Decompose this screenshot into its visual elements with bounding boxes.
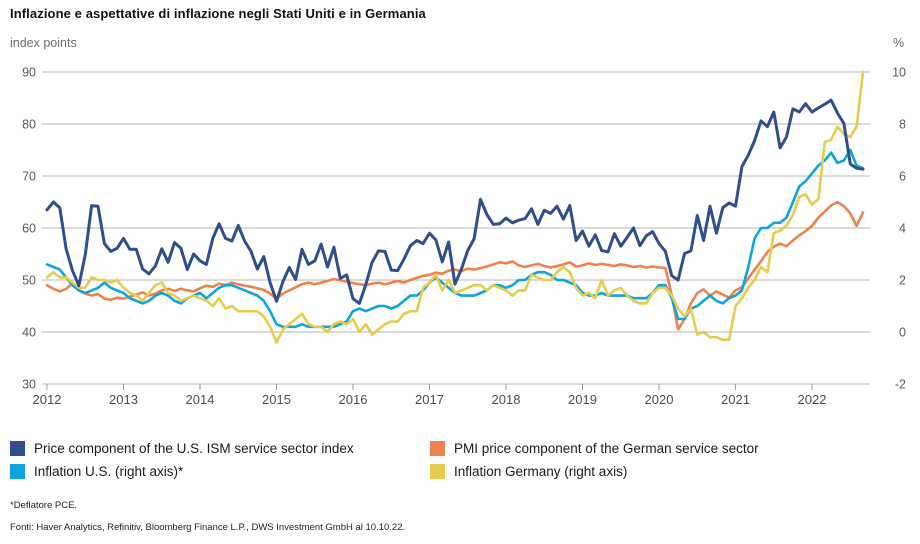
svg-text:40: 40: [22, 326, 36, 340]
svg-text:2015: 2015: [262, 392, 291, 407]
svg-text:10: 10: [892, 66, 906, 80]
legend-label-ism: Price component of the U.S. ISM service …: [34, 441, 354, 456]
right-axis-unit-label: %: [893, 36, 905, 50]
svg-text:0: 0: [899, 326, 906, 340]
legend-item-ism: Price component of the U.S. ISM service …: [10, 437, 430, 460]
svg-text:60: 60: [22, 222, 36, 236]
svg-text:2022: 2022: [798, 392, 827, 407]
line-chart-canvas: 90 10 80 8 70 6 60 4 50 2 40 0 30 -2 2012 2013 2014 2015 2…: [22, 66, 906, 408]
svg-text:6: 6: [899, 170, 906, 184]
svg-text:2018: 2018: [492, 392, 521, 407]
legend-item-inflation-us: Inflation U.S. (right axis)*: [10, 460, 430, 483]
legend-swatch-pmi-german: [430, 441, 445, 456]
svg-text:50: 50: [22, 274, 36, 288]
svg-text:30: 30: [22, 378, 36, 392]
legend-swatch-ism: [10, 441, 25, 456]
svg-text:2014: 2014: [186, 392, 215, 407]
legend-label-inflation-us: Inflation U.S. (right axis)*: [34, 464, 184, 479]
svg-text:2020: 2020: [645, 392, 674, 407]
svg-text:2021: 2021: [721, 392, 750, 407]
legend-label-pmi-german: PMI price component of the German servic…: [454, 441, 759, 456]
svg-text:70: 70: [22, 170, 36, 184]
svg-text:-2: -2: [895, 378, 906, 392]
legend-item-inflation-germany: Inflation Germany (right axis): [430, 460, 759, 483]
svg-text:2019: 2019: [568, 392, 597, 407]
footnote-deflator: *Deflatore PCE.: [10, 500, 78, 511]
svg-text:2017: 2017: [415, 392, 444, 407]
svg-text:2016: 2016: [339, 392, 368, 407]
legend-item-pmi-german: PMI price component of the German servic…: [430, 437, 759, 460]
chart-legend: Price component of the U.S. ISM service …: [10, 437, 759, 483]
left-axis-unit-label: index points: [10, 36, 77, 50]
svg-text:2013: 2013: [109, 392, 138, 407]
legend-swatch-inflation-us: [10, 464, 25, 479]
chart-title: Inflazione e aspettative di inflazione n…: [10, 6, 426, 21]
svg-text:2: 2: [899, 274, 906, 288]
footnote-sources: Fonti: Haver Analytics, Refinitiv, Bloom…: [10, 522, 406, 533]
svg-text:90: 90: [22, 66, 36, 80]
legend-swatch-inflation-germany: [430, 464, 445, 479]
legend-label-inflation-germany: Inflation Germany (right axis): [454, 464, 628, 479]
svg-text:8: 8: [899, 118, 906, 132]
svg-text:4: 4: [899, 222, 906, 236]
svg-text:2012: 2012: [33, 392, 62, 407]
svg-text:80: 80: [22, 118, 36, 132]
